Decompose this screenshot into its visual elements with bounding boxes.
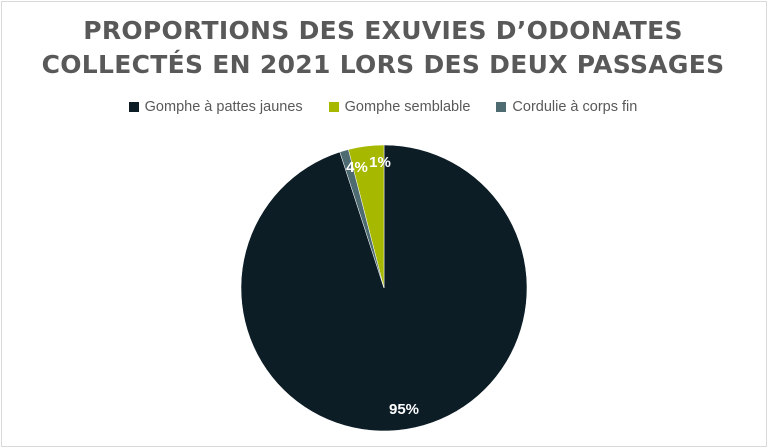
legend-swatch xyxy=(496,102,507,112)
pie-slice xyxy=(348,144,385,289)
legend-item-gomphe-semblable: Gomphe semblable xyxy=(328,99,471,115)
legend-label: Gomphe semblable xyxy=(344,99,471,115)
legend: Gomphe à pattes jaunes Gomphe semblable … xyxy=(0,99,766,115)
legend-label: Gomphe à pattes jaunes xyxy=(144,99,303,115)
legend-label: Cordulie à corps fin xyxy=(512,99,638,115)
slice-data-label: 95% xyxy=(389,401,419,418)
legend-swatch xyxy=(328,102,339,112)
legend-item-gomphe-pattes-jaunes: Gomphe à pattes jaunes xyxy=(128,99,303,115)
slice-data-label: 4% xyxy=(346,159,368,176)
legend-item-cordulie-corps-fin: Cordulie à corps fin xyxy=(496,99,637,115)
chart-title-line-1: PROPORTIONS DES EXUVIES D’ODONATES xyxy=(83,16,683,45)
legend-swatch xyxy=(128,102,139,112)
chart-title-line-2: COLLECTÉS EN 2021 LORS DES DEUX PASSAGES xyxy=(41,50,725,79)
slice-data-label: 1% xyxy=(369,154,391,171)
